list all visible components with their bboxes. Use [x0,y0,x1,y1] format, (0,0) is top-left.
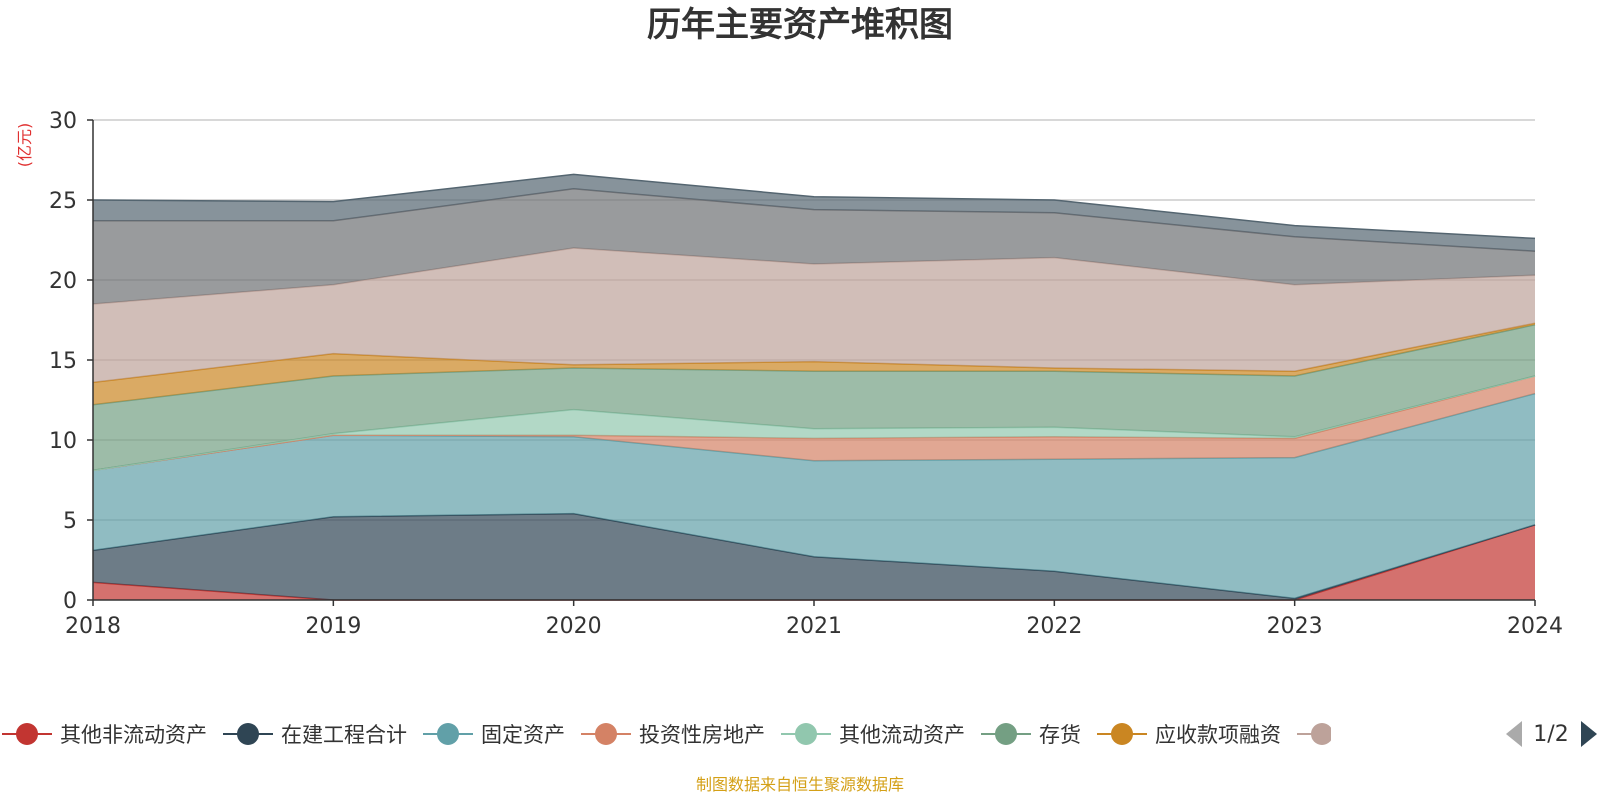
y-tick-label-25: 25 [49,189,77,214]
legend-item-3[interactable]: 投资性房地产 [581,723,765,747]
y-axis-unit-label: (亿元) [15,123,34,168]
area-series-8 [93,188,1535,304]
area-series-7 [93,248,1535,383]
legend-item-1[interactable]: 在建工程合计 [223,723,407,747]
y-tick-label-15: 15 [49,349,77,374]
legend-item-partial[interactable] [1297,723,1347,745]
legend-marker-icon-2 [437,723,459,745]
legend-marker-icon-4 [795,723,817,745]
legend-item-4[interactable]: 其他流动资产 [781,723,965,747]
legend-marker-icon-1 [237,723,259,745]
area-series-6 [93,323,1535,405]
legend-next-page-icon[interactable] [1581,721,1597,747]
legend-prev-page-icon[interactable] [1506,721,1522,747]
x-tick-label-2024: 2024 [1507,614,1563,639]
legend-item-6[interactable]: 应收款项融资 [1097,723,1281,747]
legend-label-2: 固定资产 [481,723,565,747]
legend-marker-icon-partial [1311,723,1331,745]
area-series-0 [93,524,1535,600]
legend-marker-icon-0 [16,723,38,745]
area-series-5 [93,324,1535,471]
y-tick-label-10: 10 [49,429,77,454]
data-source-note: 制图数据来自恒生聚源数据库 [696,775,904,794]
legend-item-5[interactable]: 存货 [981,723,1081,747]
area-series-line-9 [92,173,1536,240]
y-tick-label-20: 20 [49,269,77,294]
y-tick-label-30: 30 [49,109,77,134]
axes: 0 5 10 15 20 25 30 2018 2019 2020 2021 2022 2023 2024 [49,109,1563,639]
legend-marker-icon-3 [595,723,617,745]
x-tick-label-2020: 2020 [546,614,602,639]
x-tick-label-2018: 2018 [65,614,121,639]
area-series-3 [93,376,1535,471]
x-tick-label-2021: 2021 [786,614,842,639]
legend-marker-icon-6 [1111,723,1133,745]
legend-pager: 1/2 [1506,721,1597,747]
area-series-2 [93,393,1535,599]
legend-label-1: 在建工程合计 [281,723,407,747]
legend-page-indicator: 1/2 [1533,722,1568,747]
legend-label-5: 存货 [1039,723,1081,747]
legend-item-0[interactable]: 其他非流动资产 [2,723,207,747]
legend-label-6: 应收款项融资 [1155,723,1281,747]
legend-label-3: 投资性房地产 [639,723,765,747]
x-tick-label-2023: 2023 [1267,614,1323,639]
y-tick-label-5: 5 [63,509,77,534]
x-tick-label-2022: 2022 [1026,614,1082,639]
y-tick-label-0: 0 [63,589,77,614]
legend-item-2[interactable]: 固定资产 [423,723,565,747]
area-series-9 [93,174,1535,252]
legend-label-0: 其他非流动资产 [60,723,207,747]
legend-marker-icon-5 [995,723,1017,745]
area-series-group [92,173,1536,601]
chart-title: 历年主要资产堆积图 [647,5,953,45]
x-tick-label-2019: 2019 [305,614,361,639]
legend-label-4: 其他流动资产 [839,723,965,747]
legend: 其他非流动资产 在建工程合计 固定资产 投资性房地产 其他流动资产 存货 应收款项融资 [2,723,1347,747]
